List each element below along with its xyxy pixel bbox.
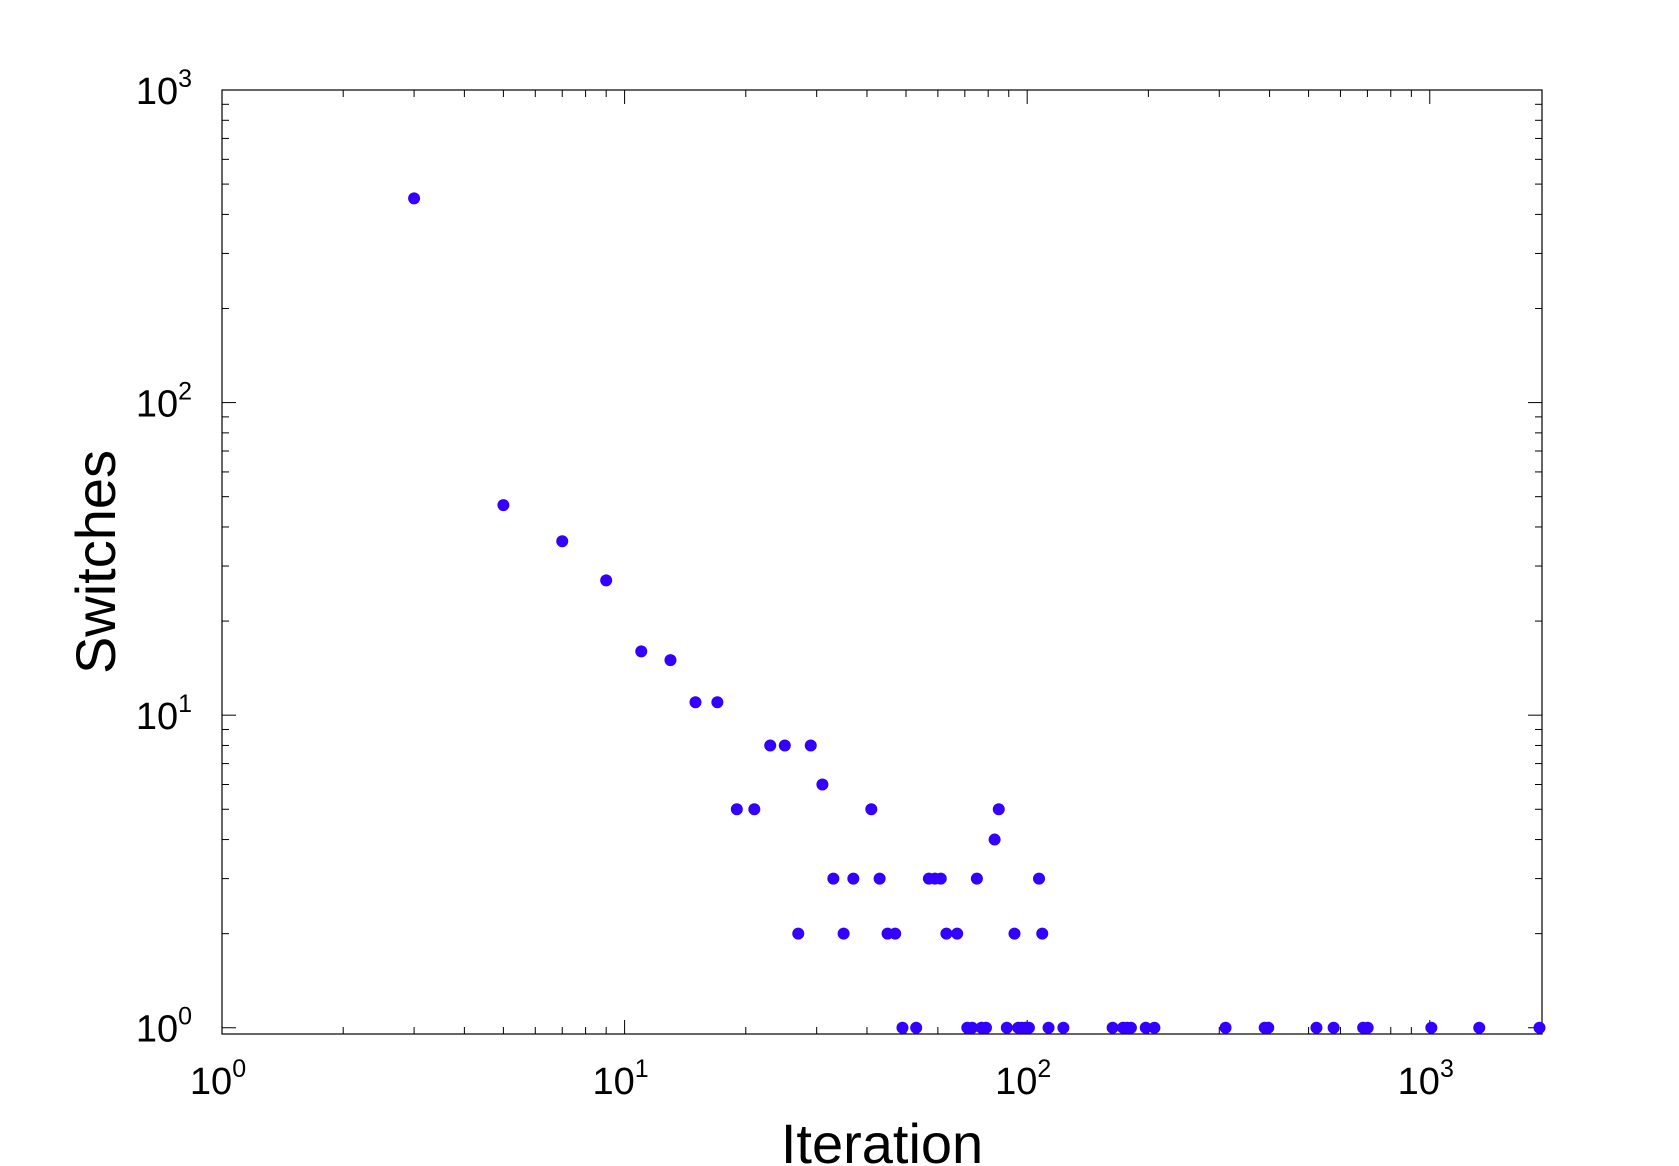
data-point <box>889 927 902 940</box>
data-point <box>1022 1021 1035 1034</box>
x-axis-title: Iteration <box>781 1112 983 1166</box>
data-point <box>1106 1021 1119 1034</box>
y-tick-label: 100 <box>136 1003 192 1051</box>
data-point <box>1124 1021 1137 1034</box>
y-tick-label: 102 <box>136 378 192 426</box>
data-point <box>1036 927 1049 940</box>
data-point <box>910 1021 923 1034</box>
tick-marks <box>221 89 1542 1034</box>
data-point <box>778 739 791 752</box>
data-point <box>1473 1021 1486 1034</box>
data-point <box>664 654 677 667</box>
data-point <box>764 739 777 752</box>
data-point <box>497 499 510 512</box>
data-point <box>1042 1021 1055 1034</box>
data-point <box>966 1021 979 1034</box>
data-point <box>896 1021 909 1034</box>
data-point <box>934 872 947 885</box>
data-point <box>1219 1021 1232 1034</box>
x-tick-label: 102 <box>995 1055 1051 1103</box>
data-point <box>873 872 886 885</box>
data-point <box>600 574 613 587</box>
data-point <box>1533 1021 1546 1034</box>
y-tick-label: 103 <box>136 65 192 113</box>
data-point <box>1262 1021 1275 1034</box>
data-point <box>556 535 569 548</box>
y-tick-label: 101 <box>136 690 192 738</box>
data-point <box>940 927 953 940</box>
data-point <box>816 778 829 791</box>
data-point <box>635 645 648 658</box>
plot-frame <box>221 89 1543 1035</box>
data-point <box>1148 1021 1161 1034</box>
data-point <box>837 927 850 940</box>
data-point <box>711 696 724 709</box>
data-point <box>970 872 983 885</box>
data-point <box>992 803 1005 816</box>
x-tick-label: 101 <box>592 1055 648 1103</box>
data-point <box>979 1021 992 1034</box>
data-point <box>847 872 860 885</box>
y-axis-title: Switches <box>64 450 127 674</box>
data-point <box>748 803 761 816</box>
data-point <box>792 927 805 940</box>
data-point <box>730 803 743 816</box>
data-points <box>408 192 1546 1034</box>
data-point <box>1139 1021 1152 1034</box>
data-point <box>1327 1021 1340 1034</box>
data-point <box>988 833 1001 846</box>
data-point <box>1000 1021 1013 1034</box>
data-point <box>827 872 840 885</box>
x-tick-labels: 100 101 102 103 <box>190 1055 1454 1103</box>
data-point <box>951 927 964 940</box>
data-point <box>1425 1021 1438 1034</box>
data-point <box>1310 1021 1323 1034</box>
data-point <box>1361 1021 1374 1034</box>
x-tick-label: 103 <box>1398 1055 1454 1103</box>
data-point <box>1008 927 1021 940</box>
data-point <box>865 803 878 816</box>
data-point <box>1057 1021 1070 1034</box>
data-point <box>1033 872 1046 885</box>
data-point <box>804 739 817 752</box>
data-point <box>408 192 421 205</box>
x-tick-label: 100 <box>190 1055 246 1103</box>
data-point <box>689 696 702 709</box>
y-tick-labels: 100 101 102 103 <box>136 65 192 1051</box>
